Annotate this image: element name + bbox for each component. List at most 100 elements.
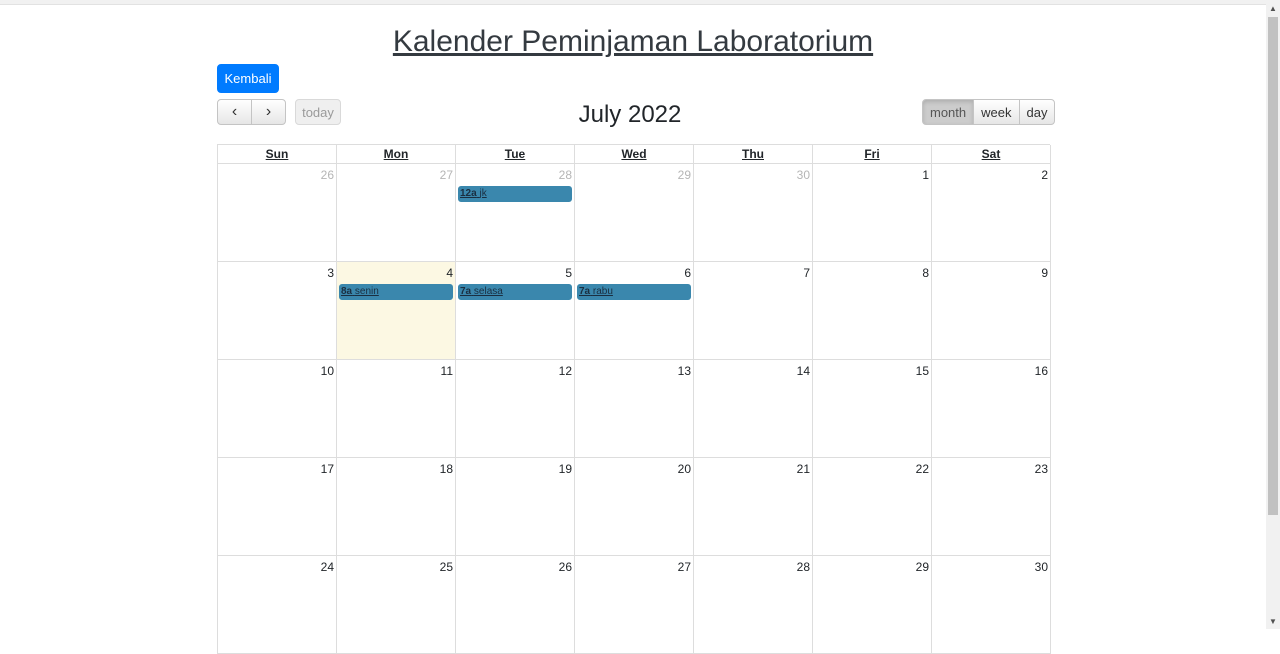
day-cell[interactable]: 27 [575,556,694,654]
calendar-event[interactable]: 7a rabu [577,284,691,300]
browser-top-edge [0,0,1266,5]
day-number: 6 [684,266,691,280]
day-number: 28 [796,560,810,574]
day-cell[interactable]: 2 [932,164,1051,262]
event-time: 12a [460,188,477,199]
page-title: Kalender Peminjaman Laboratorium [392,25,874,58]
day-number: 10 [320,364,334,378]
week-row: 10 11 12 13 14 15 16 [218,360,1051,458]
month-view-button[interactable]: month [922,99,975,125]
day-cell[interactable]: 28 [694,556,813,654]
vertical-scrollbar[interactable]: ▲ ▼ [1266,0,1280,629]
day-cell[interactable]: 29 [813,556,932,654]
calendar-event[interactable]: 7a selasa [458,284,572,300]
calendar-event[interactable]: 8a senin [339,284,453,300]
day-cell[interactable]: 6 7a rabu [575,262,694,360]
day-number: 13 [677,364,691,378]
back-button[interactable]: Kembali [217,64,279,93]
day-header-wed: Wed [575,145,694,164]
day-cell[interactable]: 30 [694,164,813,262]
day-cell-today[interactable]: 4 8a senin [337,262,456,360]
day-cell[interactable]: 1 [813,164,932,262]
day-cell[interactable]: 24 [218,556,337,654]
day-number: 12 [558,364,572,378]
week-view-button[interactable]: week [973,99,1020,125]
chevron-right-icon: › [265,103,272,120]
day-number: 3 [327,266,334,280]
day-number: 14 [796,364,810,378]
day-cell[interactable]: 25 [337,556,456,654]
day-cell[interactable]: 18 [337,458,456,556]
day-number: 7 [803,266,810,280]
day-cell[interactable]: 9 [932,262,1051,360]
day-number: 17 [320,462,334,476]
day-cell[interactable]: 12 [456,360,575,458]
day-cell[interactable]: 27 [337,164,456,262]
day-cell[interactable]: 23 [932,458,1051,556]
day-number: 21 [796,462,810,476]
next-month-button[interactable]: › [251,99,286,125]
day-number: 19 [558,462,572,476]
day-number: 8 [922,266,929,280]
scrollbar-thumb[interactable] [1268,17,1278,515]
day-cell[interactable]: 22 [813,458,932,556]
month-calendar-grid: Sun Mon Tue Wed Thu Fri Sat 26 27 28 12a jk 29 30 1 2… [217,144,1051,654]
day-number: 5 [565,266,572,280]
day-cell[interactable]: 29 [575,164,694,262]
day-header-tue: Tue [456,145,575,164]
day-number: 25 [439,560,453,574]
day-cell[interactable]: 3 [218,262,337,360]
day-number: 27 [439,168,453,182]
calendar-event[interactable]: 12a jk [458,186,572,202]
week-row: 26 27 28 12a jk 29 30 1 2 [218,164,1051,262]
day-number: 4 [446,266,453,280]
day-number: 23 [1034,462,1048,476]
event-title: senin [354,286,379,297]
week-row: 24 25 26 27 28 29 30 [218,556,1051,654]
day-cell[interactable]: 28 12a jk [456,164,575,262]
day-number: 1 [922,168,929,182]
day-number: 28 [558,168,572,182]
day-cell[interactable]: 8 [813,262,932,360]
event-title: jk [479,188,487,199]
day-cell[interactable]: 20 [575,458,694,556]
event-time: 7a [579,286,591,297]
day-header-mon: Mon [337,145,456,164]
scroll-down-icon[interactable]: ▼ [1269,617,1277,626]
day-header-sun: Sun [218,145,337,164]
day-cell[interactable]: 26 [218,164,337,262]
day-cell[interactable]: 14 [694,360,813,458]
day-cell[interactable]: 7 [694,262,813,360]
day-cell[interactable]: 15 [813,360,932,458]
day-header-thu: Thu [694,145,813,164]
day-number: 11 [440,364,453,378]
day-number: 27 [677,560,691,574]
event-time: 7a [460,286,472,297]
nav-button-group: ‹ › [217,99,286,125]
day-cell[interactable]: 21 [694,458,813,556]
day-cell[interactable]: 16 [932,360,1051,458]
day-cell[interactable]: 11 [337,360,456,458]
day-view-button[interactable]: day [1018,99,1056,125]
prev-month-button[interactable]: ‹ [217,99,252,125]
event-time: 8a [341,286,353,297]
event-title: rabu [592,286,613,297]
day-cell[interactable]: 13 [575,360,694,458]
chevron-left-icon: ‹ [231,103,238,120]
day-number: 9 [1041,266,1048,280]
week-row: 3 4 8a senin 5 7a selasa 6 7a rabu 7 8 9 [218,262,1051,360]
day-cell[interactable]: 26 [456,556,575,654]
day-number: 18 [439,462,453,476]
day-header-row: Sun Mon Tue Wed Thu Fri Sat [218,145,1051,164]
day-number: 30 [1034,560,1048,574]
day-cell[interactable]: 17 [218,458,337,556]
day-cell[interactable]: 10 [218,360,337,458]
day-number: 29 [677,168,691,182]
today-button[interactable]: today [295,99,341,125]
day-number: 22 [915,462,929,476]
scroll-up-icon[interactable]: ▲ [1269,4,1277,13]
calendar-title: July 2022 [578,101,682,128]
day-cell[interactable]: 19 [456,458,575,556]
day-cell[interactable]: 5 7a selasa [456,262,575,360]
day-cell[interactable]: 30 [932,556,1051,654]
